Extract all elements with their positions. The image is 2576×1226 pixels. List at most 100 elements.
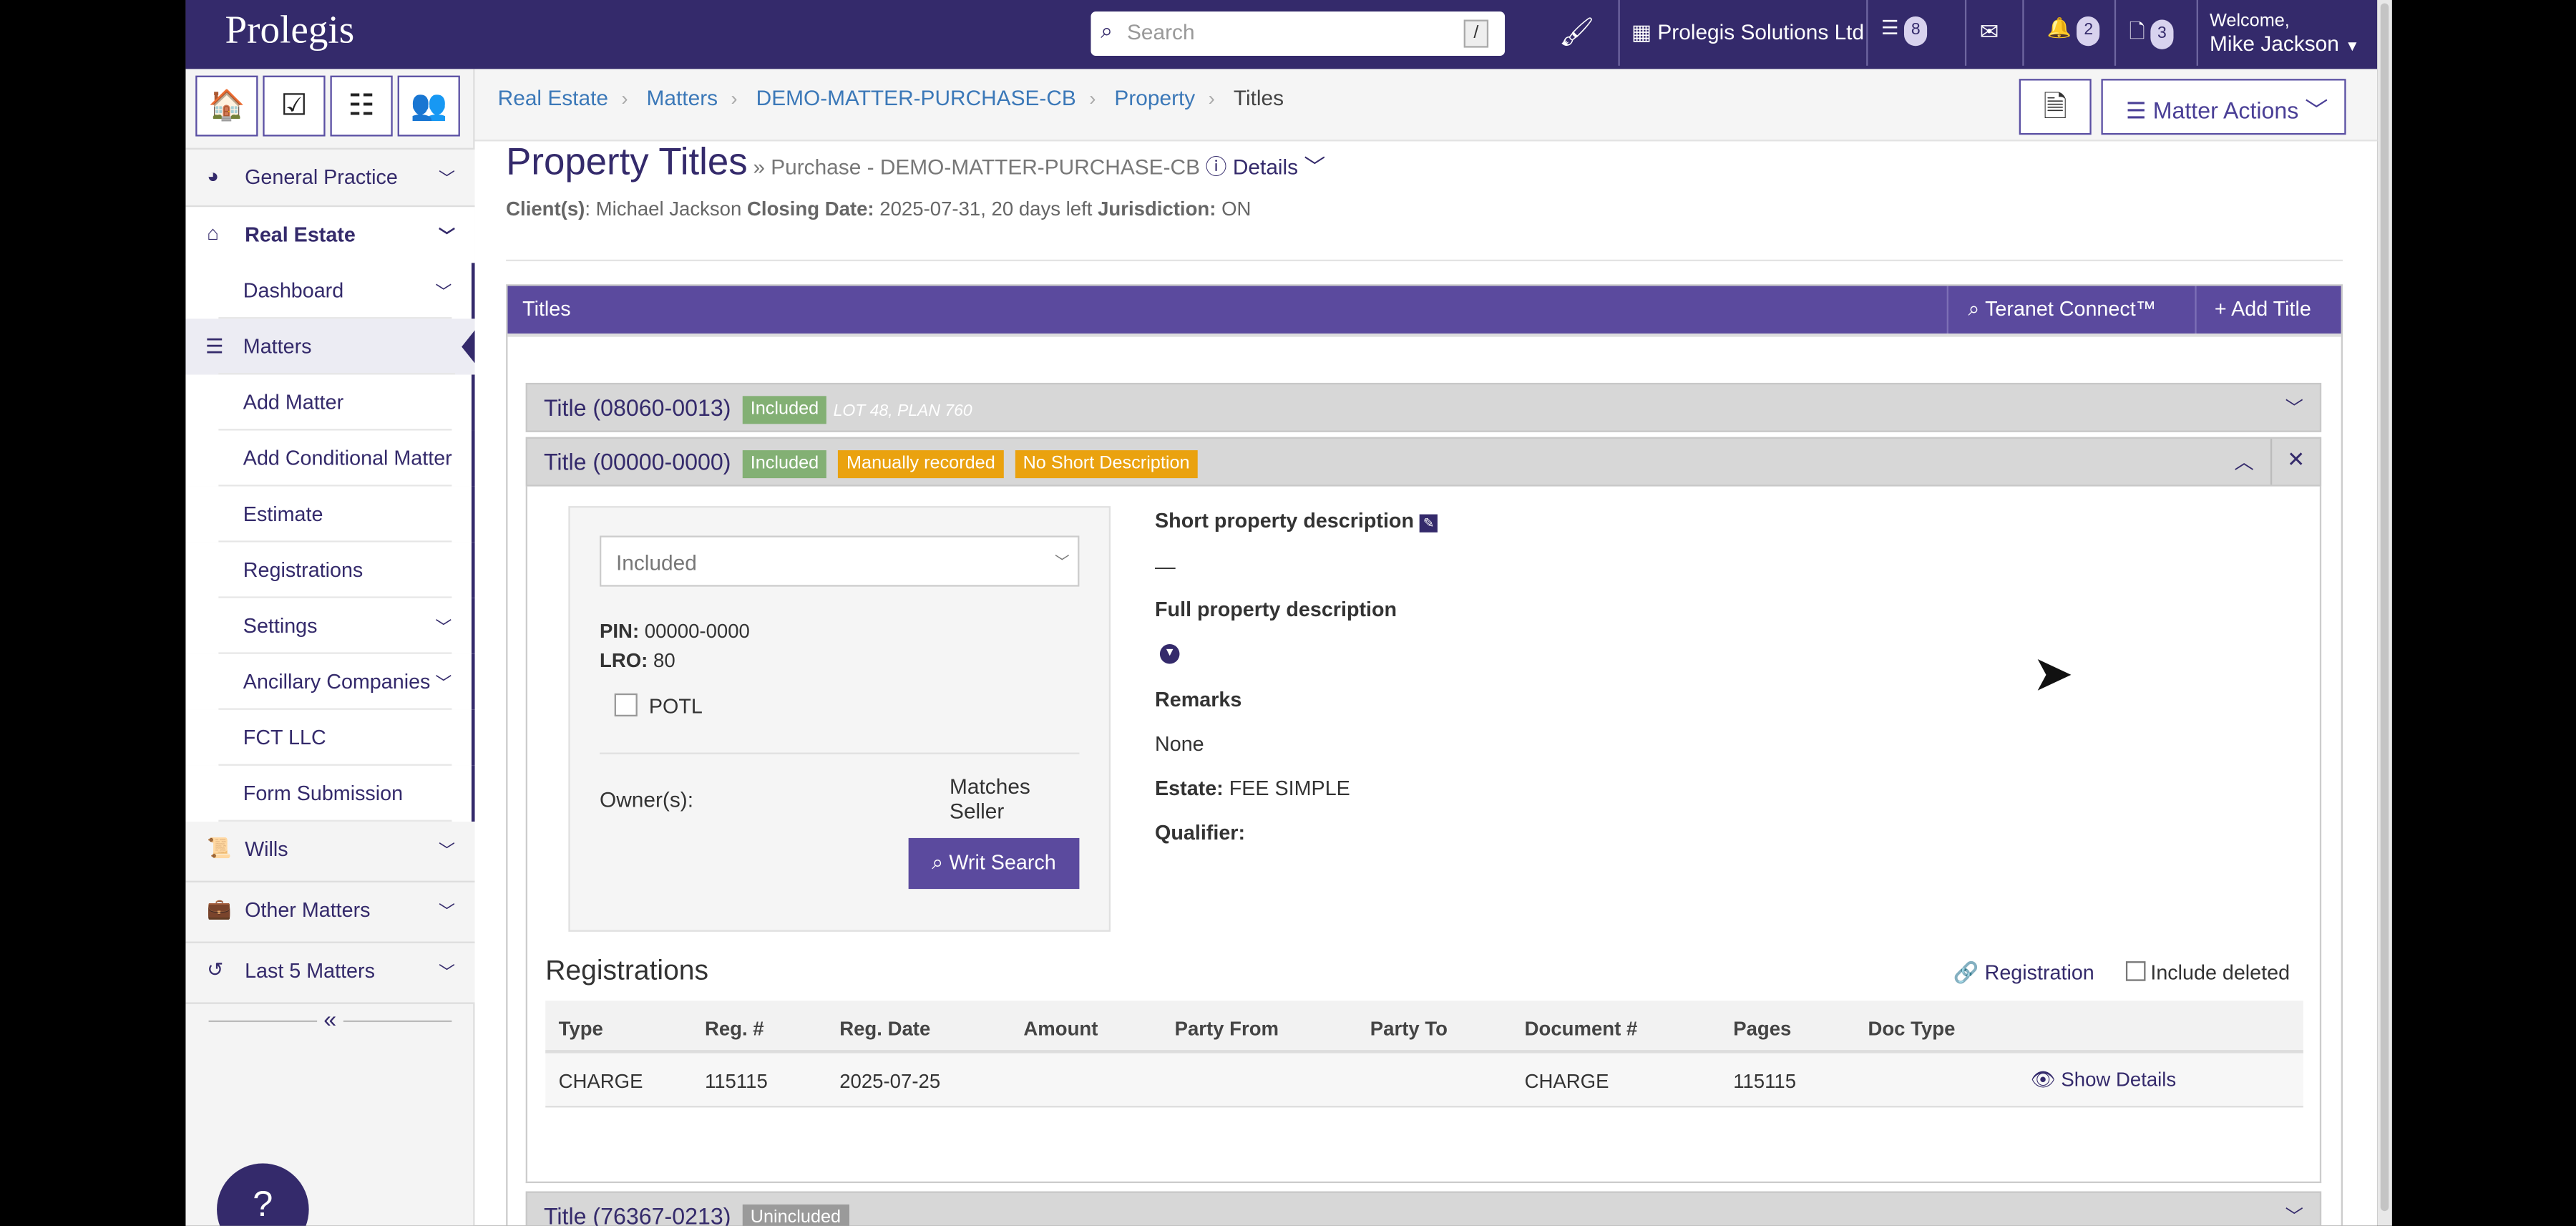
- short-desc-value: —: [1155, 555, 1176, 579]
- chevron-down-icon[interactable]: ﹀: [2285, 399, 2303, 419]
- chevron-up-icon[interactable]: ︿: [2234, 450, 2255, 474]
- chevron-down-icon[interactable]: ﹀: [2285, 1207, 2303, 1226]
- col-type: Type: [558, 1017, 603, 1041]
- short-desc-label: Short property description: [1155, 509, 1414, 532]
- client-label: Client(s): [506, 197, 585, 220]
- help-chat-button[interactable]: ?: [217, 1163, 309, 1226]
- sidebar-sub-registrations[interactable]: Registrations: [185, 542, 475, 598]
- title-label: Title (76367-0213): [543, 1202, 731, 1226]
- add-document-button[interactable]: 🗎: [2019, 79, 2092, 135]
- sidebar-label: Registrations: [243, 558, 364, 582]
- title-row-08060-0013[interactable]: Title (08060-0013) Included LOT 48, PLAN…: [525, 382, 2322, 432]
- chevron-down-icon: ﹀: [435, 675, 452, 694]
- sidebar-item-other-matters[interactable]: 💼 Other Matters ﹀: [185, 882, 475, 943]
- sidebar-label: Add Conditional Matter: [243, 447, 452, 470]
- prolegis-logo[interactable]: Prolegis: [225, 9, 355, 53]
- page-scrollbar[interactable]: [2377, 0, 2392, 1226]
- title-note: LOT 48, PLAN 760: [833, 402, 972, 421]
- sidebar-label: Last 5 Matters: [245, 959, 375, 983]
- add-registration-link[interactable]: 🔗 Registration: [1953, 961, 2094, 986]
- chevron-down-icon: ﹀: [439, 842, 455, 862]
- sidebar-label: Add Matter: [243, 391, 344, 414]
- sidebar-item-real-estate[interactable]: ⌂ Real Estate ﹀: [185, 207, 475, 266]
- search-icon: ⌕: [1968, 297, 1980, 321]
- sidebar-label: FCT LLC: [243, 726, 326, 749]
- sidebar-sub-add-matter[interactable]: Add Matter: [185, 374, 475, 431]
- include-deleted-checkbox[interactable]: Include deleted: [2125, 961, 2290, 985]
- pdf-button[interactable]: 🗋 3: [2129, 16, 2174, 51]
- sidebar-item-general-practice[interactable]: ◕ General Practice ﹀: [185, 147, 475, 208]
- manually-recorded-badge: Manually recorded: [838, 450, 1004, 479]
- mail-icon[interactable]: ✉: [1979, 18, 1999, 44]
- main-content: Property Titles » Purchase - DEMO-MATTER…: [475, 140, 2378, 1226]
- page-title: Property Titles: [506, 140, 748, 183]
- sidebar-sub-matters[interactable]: ☰ Matters: [185, 318, 475, 375]
- app-page: Prolegis ⌕ Search / 🖌 ▦ Prolegis Solutions…: [185, 0, 2378, 1226]
- sidebar-item-last-5-matters[interactable]: ↺ Last 5 Matters ﹀: [185, 943, 475, 1004]
- building-icon: ▦: [1631, 19, 1658, 44]
- include-deleted-label: Include deleted: [2150, 961, 2290, 985]
- sidebar-sub-ancillary-companies[interactable]: Ancillary Companies ﹀: [185, 653, 475, 710]
- matter-subtitle: Purchase - DEMO-MATTER-PURCHASE-CB: [771, 154, 1200, 180]
- sidebar-item-wills[interactable]: 📜 Wills ﹀: [185, 821, 475, 882]
- jurisdiction-label: Jurisdiction:: [1098, 197, 1216, 220]
- welcome-text: Welcome,: [2210, 11, 2290, 31]
- search-icon: ⌕: [1101, 18, 1113, 43]
- potl-checkbox[interactable]: POTL: [614, 693, 703, 718]
- sidebar-sub-estimate[interactable]: Estimate: [185, 486, 475, 543]
- notifications-button[interactable]: 🔔 2: [2047, 16, 2100, 47]
- close-icon[interactable]: ✕: [2287, 447, 2306, 472]
- scroll-icon: 📜: [207, 836, 232, 860]
- title-row-00000-0000[interactable]: Title (00000-0000) Included Manually rec…: [525, 437, 2322, 487]
- show-details-link[interactable]: 👁 Show Details: [2031, 1068, 2176, 1091]
- sidebar-sub-form-submission[interactable]: Form Submission: [185, 765, 475, 822]
- matter-actions-button[interactable]: ☰ Matter Actions ﹀: [2101, 79, 2346, 135]
- breadcrumb-bar: Real Estate › Matters › DEMO-MATTER-PURCHA…: [474, 69, 2378, 142]
- breadcrumb-matter[interactable]: DEMO-MATTER-PURCHASE-CB: [756, 85, 1076, 110]
- pdf-icon: 🗋: [2129, 19, 2145, 43]
- paintbrush-icon[interactable]: 🖌: [1558, 16, 1595, 48]
- sidebar-sub-fct-llc[interactable]: FCT LLC: [185, 709, 475, 766]
- writ-search-button[interactable]: ⌕ Writ Search: [908, 837, 1080, 890]
- add-task-button[interactable]: ☑: [263, 75, 326, 137]
- firm-selector[interactable]: ▦ Prolegis Solutions Ltd: [1631, 20, 1864, 47]
- status-select[interactable]: Included ﹀: [600, 535, 1080, 587]
- add-checklist-button[interactable]: ☷: [330, 75, 393, 137]
- chevron-down-icon: ﹀: [439, 964, 455, 983]
- eye-icon: 👁: [2030, 1068, 2056, 1091]
- add-contact-button[interactable]: 👥: [397, 75, 460, 137]
- col-pages: Pages: [1733, 1017, 1792, 1041]
- chevron-down-icon: ﹀: [439, 903, 455, 923]
- active-indicator: [462, 330, 475, 364]
- sidebar-sub-add-conditional-matter[interactable]: Add Conditional Matter: [185, 430, 475, 487]
- jurisdiction-value: ON: [1221, 197, 1252, 220]
- chevron-down-icon: ﹀: [439, 228, 455, 247]
- caret-down-icon: ▼: [2345, 37, 2360, 54]
- add-property-button[interactable]: 🏠: [195, 75, 258, 137]
- title-label: Title (08060-0013): [543, 394, 731, 421]
- search-icon: ⌕: [932, 851, 944, 875]
- home-icon: ⌂: [207, 221, 219, 245]
- sidebar-sub-dashboard[interactable]: Dashboard ﹀: [185, 263, 475, 319]
- teranet-connect-button[interactable]: ⌕ Teranet Connect™: [1968, 298, 2157, 322]
- breadcrumb-matters[interactable]: Matters: [646, 85, 718, 110]
- title-row-76367-0213[interactable]: Title (76367-0213) Unincluded ﹀: [525, 1191, 2322, 1226]
- breadcrumb-property[interactable]: Property: [1114, 85, 1196, 110]
- list-icon: ☰: [205, 335, 224, 359]
- no-short-description-badge: No Short Description: [1015, 450, 1199, 479]
- search-placeholder: Search: [1127, 19, 1195, 44]
- expand-icon[interactable]: ▼: [1159, 644, 1180, 664]
- cell-reg-number: 115115: [704, 1069, 768, 1093]
- tasks-button[interactable]: ☰ 8: [1881, 16, 1928, 47]
- sidebar-sub-settings[interactable]: Settings ﹀: [185, 598, 475, 654]
- add-title-button[interactable]: + Add Title: [2215, 298, 2311, 321]
- edit-icon[interactable]: ✎: [1419, 514, 1438, 532]
- breadcrumb-real-estate[interactable]: Real Estate: [497, 85, 608, 110]
- remarks-label: Remarks: [1155, 688, 1242, 712]
- panel-title: Titles: [522, 297, 571, 321]
- pin-value: 00000-0000: [644, 619, 750, 643]
- details-toggle[interactable]: ⓘ Details ﹀: [1205, 154, 1326, 180]
- user-menu[interactable]: Welcome, Mike Jackson ▼: [2210, 10, 2360, 58]
- collapse-sidebar-button[interactable]: «: [317, 1006, 343, 1032]
- search-input[interactable]: ⌕ Search /: [1091, 11, 1506, 57]
